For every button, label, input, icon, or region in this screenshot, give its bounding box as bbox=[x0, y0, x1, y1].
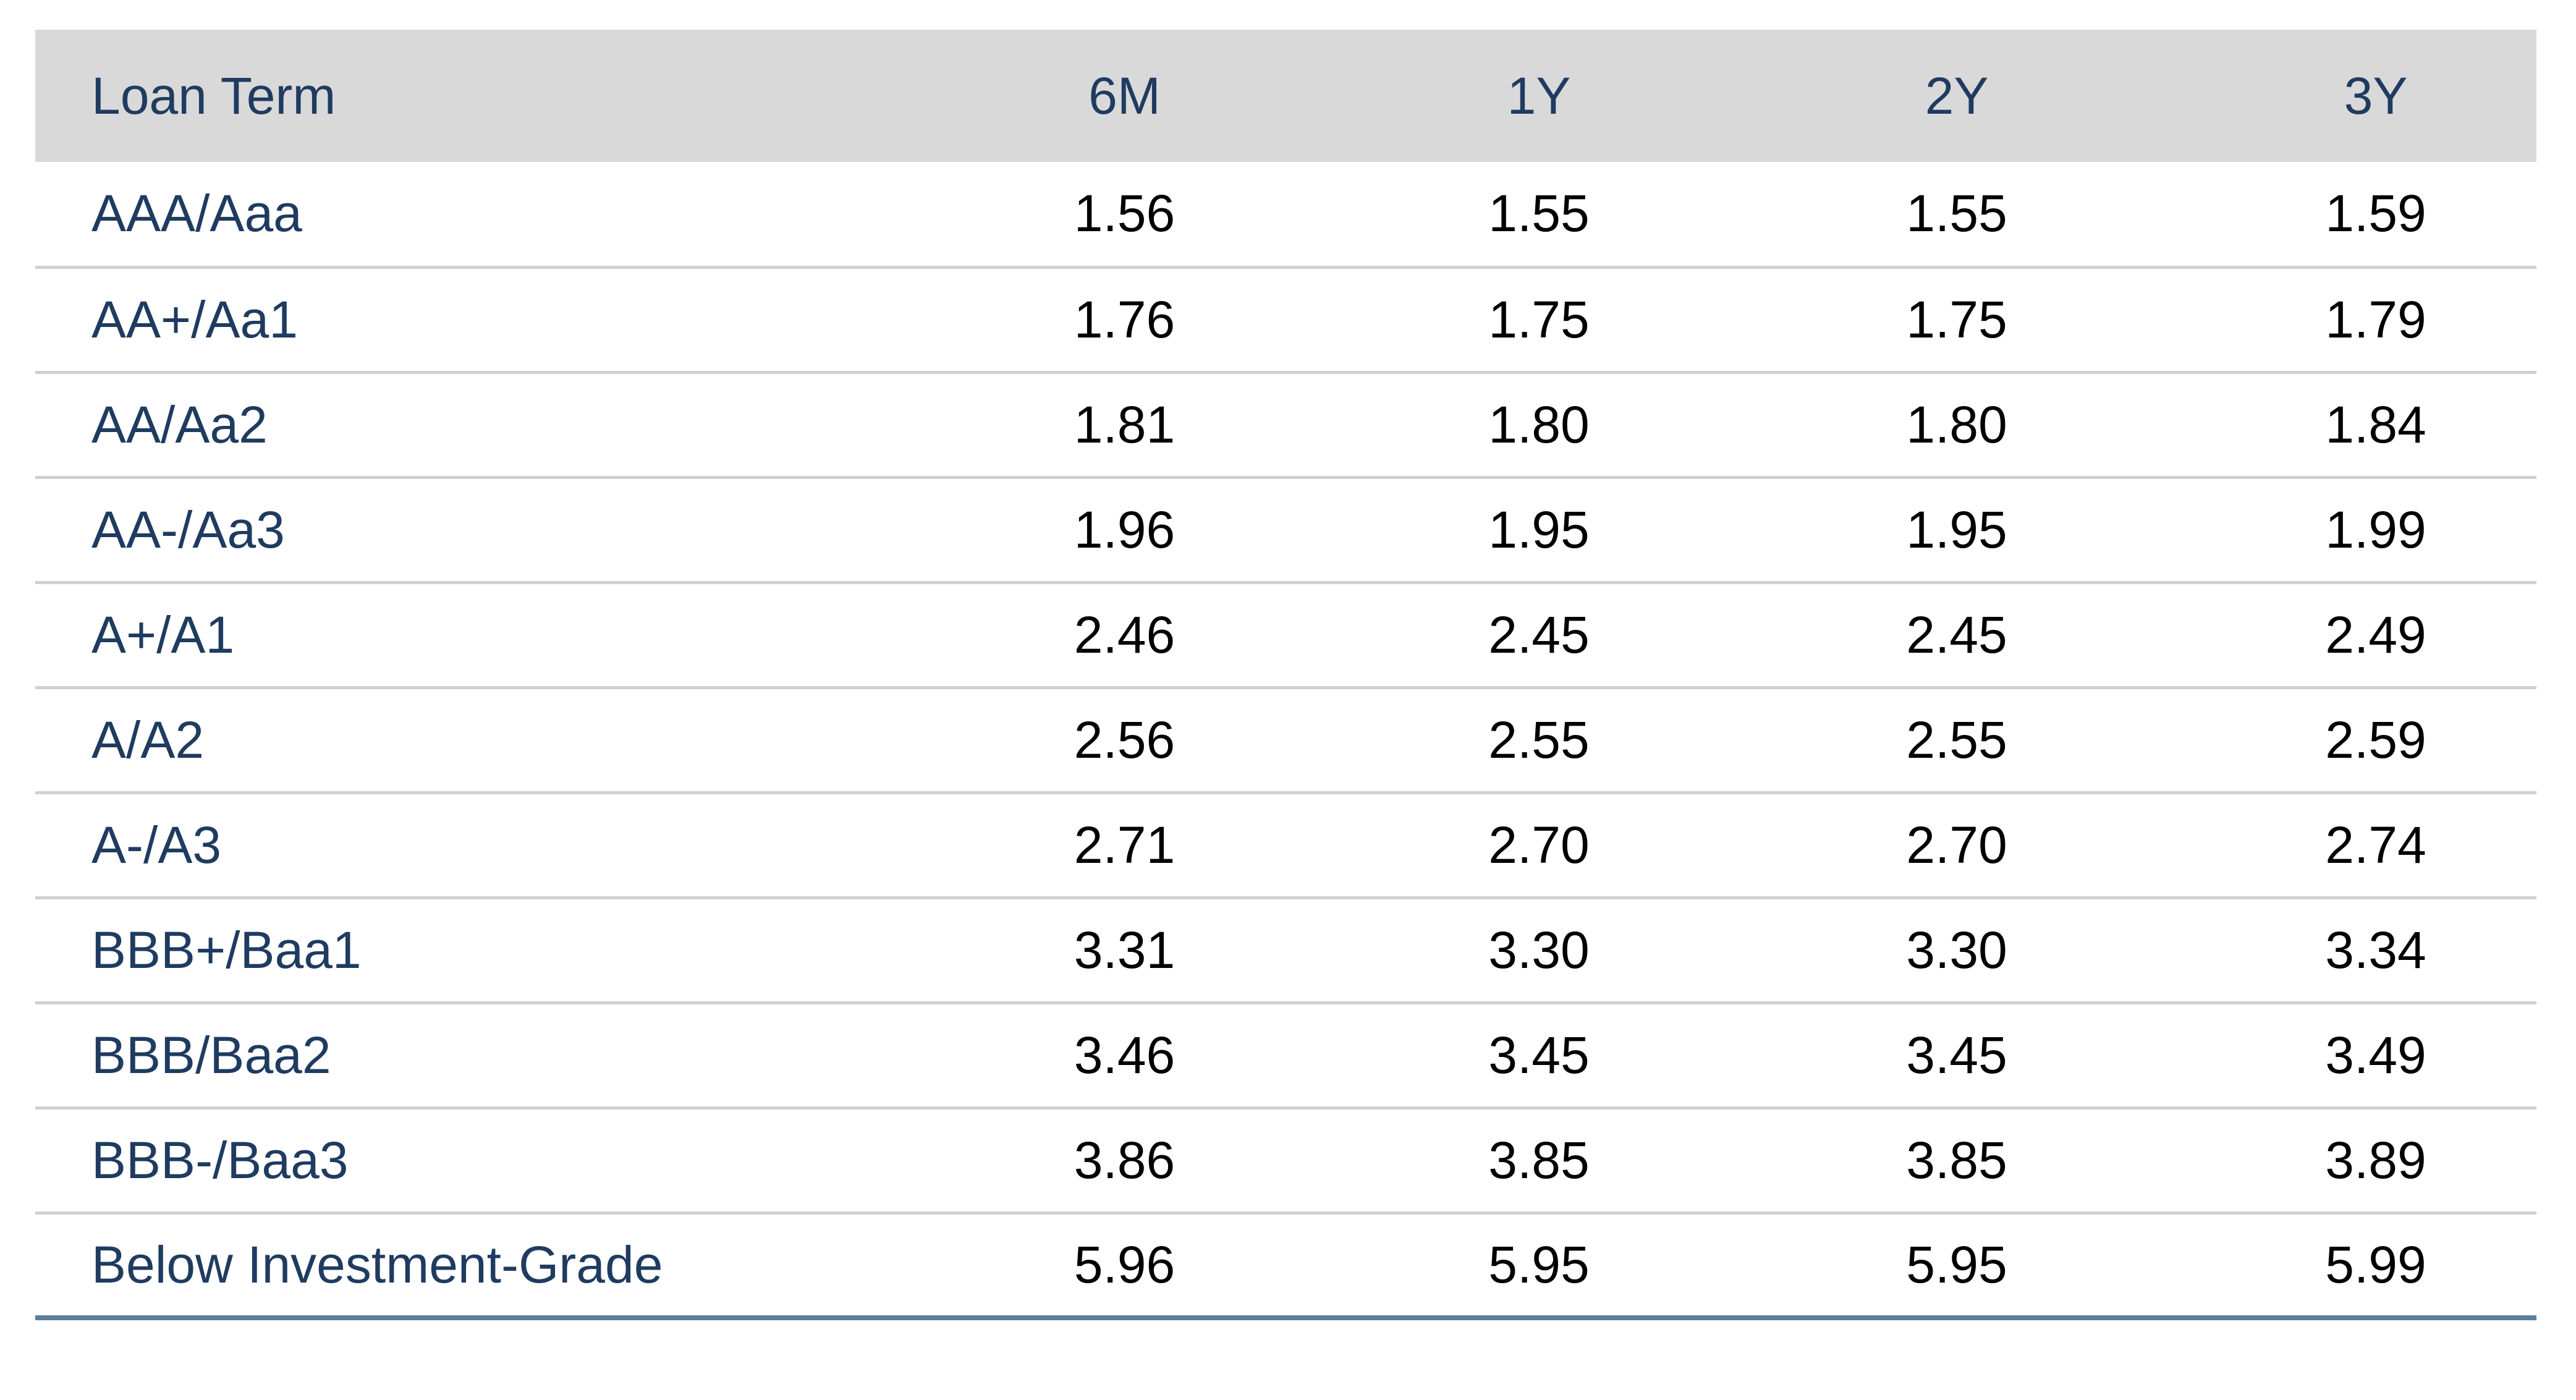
rate-value: 2.45 bbox=[1488, 605, 1590, 664]
rate-value: 3.34 bbox=[2325, 920, 2426, 979]
rating-label: AA/Aa2 bbox=[91, 395, 268, 454]
rate-value: 3.46 bbox=[1074, 1025, 1176, 1084]
rate-value: 3.31 bbox=[1074, 920, 1176, 979]
rate-value: 2.46 bbox=[1074, 605, 1176, 664]
rate-value: 2.55 bbox=[1906, 710, 2007, 769]
rate-value: 3.30 bbox=[1906, 920, 2007, 979]
rate-value: 5.95 bbox=[1906, 1235, 2007, 1294]
column-header-2y: 2Y bbox=[1748, 30, 2166, 162]
table-row: BBB+/Baa1 3.31 3.30 3.30 3.34 bbox=[35, 897, 2536, 1003]
rate-value: 1.76 bbox=[1074, 290, 1176, 349]
column-header-1y: 1Y bbox=[1330, 30, 1748, 162]
rate-value: 3.85 bbox=[1906, 1131, 2007, 1189]
rate-value: 1.80 bbox=[1906, 395, 2007, 454]
rate-value: 3.86 bbox=[1074, 1131, 1176, 1189]
rate-value: 1.95 bbox=[1488, 500, 1590, 559]
table-row: Below Investment-Grade 5.96 5.95 5.95 5.… bbox=[35, 1213, 2536, 1318]
column-header-loan-term: Loan Term bbox=[35, 30, 919, 162]
rate-value: 2.74 bbox=[2325, 815, 2426, 874]
table-row: A/A2 2.56 2.55 2.55 2.59 bbox=[35, 687, 2536, 792]
rating-label: AA+/Aa1 bbox=[91, 290, 298, 349]
rate-value: 1.59 bbox=[2325, 184, 2426, 243]
table-header-row: Loan Term 6M 1Y 2Y 3Y bbox=[35, 30, 2536, 162]
table-row: A-/A3 2.71 2.70 2.70 2.74 bbox=[35, 792, 2536, 897]
rate-value: 3.49 bbox=[2325, 1025, 2426, 1084]
rate-value: 1.84 bbox=[2325, 395, 2426, 454]
rate-value: 3.85 bbox=[1488, 1131, 1590, 1189]
rate-value: 2.49 bbox=[2325, 605, 2426, 664]
table-row: A+/A1 2.46 2.45 2.45 2.49 bbox=[35, 582, 2536, 687]
rate-value: 3.89 bbox=[2325, 1131, 2426, 1189]
rating-label: A/A2 bbox=[91, 710, 205, 769]
rate-value: 3.45 bbox=[1906, 1025, 2007, 1084]
table-row: BBB/Baa2 3.46 3.45 3.45 3.49 bbox=[35, 1003, 2536, 1108]
table-row: BBB-/Baa3 3.86 3.85 3.85 3.89 bbox=[35, 1108, 2536, 1213]
rate-value: 1.75 bbox=[1906, 290, 2007, 349]
rating-label: BBB-/Baa3 bbox=[91, 1131, 349, 1189]
rate-value: 1.56 bbox=[1074, 184, 1176, 243]
rating-label: Below Investment-Grade bbox=[91, 1235, 663, 1294]
rate-value: 3.45 bbox=[1488, 1025, 1590, 1084]
loan-rates-table-container: Loan Term 6M 1Y 2Y 3Y AAA/Aaa 1.56 1.55 … bbox=[35, 30, 2536, 1320]
rate-value: 2.55 bbox=[1488, 710, 1590, 769]
table-row: AA-/Aa3 1.96 1.95 1.95 1.99 bbox=[35, 477, 2536, 582]
rating-label: A+/A1 bbox=[91, 605, 235, 664]
rate-value: 1.96 bbox=[1074, 500, 1176, 559]
rating-label: AA-/Aa3 bbox=[91, 500, 285, 559]
rate-value: 2.56 bbox=[1074, 710, 1176, 769]
rate-value: 3.30 bbox=[1488, 920, 1590, 979]
rating-label: BBB+/Baa1 bbox=[91, 920, 362, 979]
rate-value: 2.59 bbox=[2325, 710, 2426, 769]
column-header-6m: 6M bbox=[919, 30, 1330, 162]
table-row: AAA/Aaa 1.56 1.55 1.55 1.59 bbox=[35, 162, 2536, 267]
table-row: AA+/Aa1 1.76 1.75 1.75 1.79 bbox=[35, 267, 2536, 372]
rating-label: BBB/Baa2 bbox=[91, 1025, 331, 1084]
rate-value: 1.75 bbox=[1488, 290, 1590, 349]
rating-label: A-/A3 bbox=[91, 815, 222, 874]
loan-rates-table: Loan Term 6M 1Y 2Y 3Y AAA/Aaa 1.56 1.55 … bbox=[35, 30, 2536, 1320]
rate-value: 1.55 bbox=[1488, 184, 1590, 243]
rate-value: 5.96 bbox=[1074, 1235, 1176, 1294]
rate-value: 5.95 bbox=[1488, 1235, 1590, 1294]
column-header-3y: 3Y bbox=[2166, 30, 2536, 162]
rate-value: 1.99 bbox=[2325, 500, 2426, 559]
rate-value: 1.79 bbox=[2325, 290, 2426, 349]
rate-value: 1.95 bbox=[1906, 500, 2007, 559]
rate-value: 1.81 bbox=[1074, 395, 1176, 454]
rating-label: AAA/Aaa bbox=[91, 184, 302, 243]
rate-value: 2.70 bbox=[1906, 815, 2007, 874]
rate-value: 1.55 bbox=[1906, 184, 2007, 243]
table-row: AA/Aa2 1.81 1.80 1.80 1.84 bbox=[35, 372, 2536, 477]
rate-value: 2.45 bbox=[1906, 605, 2007, 664]
rate-value: 1.80 bbox=[1488, 395, 1590, 454]
rate-value: 5.99 bbox=[2325, 1235, 2426, 1294]
rate-value: 2.71 bbox=[1074, 815, 1176, 874]
rate-value: 2.70 bbox=[1488, 815, 1590, 874]
